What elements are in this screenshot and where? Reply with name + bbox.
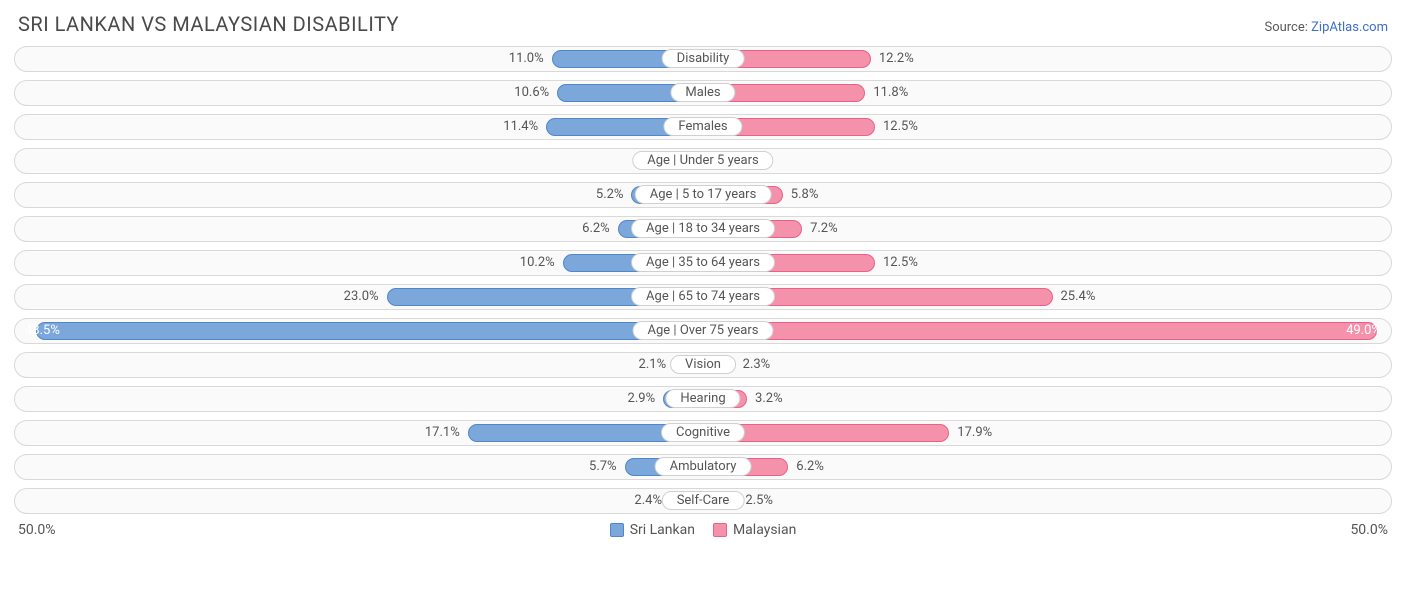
chart-row: 5.7% 6.2% Ambulatory xyxy=(14,454,1392,480)
chart-source: Source: ZipAtlas.com xyxy=(1264,20,1388,35)
category-label: Hearing xyxy=(665,389,740,408)
source-label: Source: xyxy=(1264,20,1311,35)
axis-right-max: 50.0% xyxy=(1350,522,1388,538)
value-label-right: 2.3% xyxy=(743,357,771,372)
value-label-left: 11.0% xyxy=(509,51,544,66)
chart-row: 2.1% 2.3% Vision xyxy=(14,352,1392,378)
chart-row: 17.1% 17.9% Cognitive xyxy=(14,420,1392,446)
diverging-bar-chart: 11.0% 12.2% Disability 10.6% 11.8% Males 11.4%… xyxy=(14,46,1392,514)
chart-row: 2.4% 2.5%Self-Care xyxy=(14,488,1392,514)
value-label-left: 2.9% xyxy=(628,391,656,406)
category-label: Ambulatory xyxy=(655,457,752,476)
value-label-right: 12.5% xyxy=(883,255,918,270)
category-label: Females xyxy=(663,117,742,136)
bar-right xyxy=(703,322,1377,340)
value-label-right: 25.4% xyxy=(1061,289,1096,304)
value-label-left: 6.2% xyxy=(582,221,610,236)
chart-row: 5.2% 5.8% Age | 5 to 17 years xyxy=(14,182,1392,208)
chart-row: 1.1%1.3%Age | Under 5 years xyxy=(14,148,1392,174)
chart-row: 11.0% 12.2% Disability xyxy=(14,46,1392,72)
chart-row: 6.2% 7.2% Age | 18 to 34 years xyxy=(14,216,1392,242)
value-label-right: 7.2% xyxy=(810,221,838,236)
value-label-right: 2.5% xyxy=(745,493,773,508)
category-label: Age | Under 5 years xyxy=(632,151,773,170)
legend-label-right: Malaysian xyxy=(733,522,796,538)
value-label-left: 48.5% xyxy=(25,323,60,338)
category-label: Age | 18 to 34 years xyxy=(631,219,775,238)
value-label-left: 17.1% xyxy=(425,425,460,440)
axis-left-max: 50.0% xyxy=(18,522,56,538)
value-label-left: 10.2% xyxy=(520,255,555,270)
chart-row: 10.2% 12.5% Age | 35 to 64 years xyxy=(14,250,1392,276)
legend-swatch-left xyxy=(610,523,624,537)
value-label-left: 10.6% xyxy=(514,85,549,100)
bar-left xyxy=(36,322,703,340)
legend-label-left: Sri Lankan xyxy=(630,522,695,538)
legend-swatch-right xyxy=(713,523,727,537)
value-label-right: 3.2% xyxy=(755,391,783,406)
value-label-right: 5.8% xyxy=(791,187,819,202)
chart-row: 10.6% 11.8% Males xyxy=(14,80,1392,106)
value-label-left: 11.4% xyxy=(503,119,538,134)
category-label: Disability xyxy=(662,49,745,68)
category-label: Vision xyxy=(670,355,736,374)
value-label-right: 11.8% xyxy=(873,85,908,100)
category-label: Age | 35 to 64 years xyxy=(631,253,775,272)
category-label: Cognitive xyxy=(661,423,745,442)
value-label-left: 2.1% xyxy=(639,357,667,372)
category-label: Self-Care xyxy=(662,491,745,510)
category-label: Males xyxy=(670,83,735,102)
value-label-right: 49.0% xyxy=(1346,323,1381,338)
value-label-right: 12.2% xyxy=(879,51,914,66)
chart-row: 11.4% 12.5% Females xyxy=(14,114,1392,140)
value-label-left: 5.7% xyxy=(589,459,617,474)
chart-row: 48.5% 49.0% Age | Over 75 years xyxy=(14,318,1392,344)
chart-footer: 50.0% Sri Lankan Malaysian 50.0% xyxy=(14,522,1392,538)
chart-row: 2.9% 3.2% Hearing xyxy=(14,386,1392,412)
legend-item-left: Sri Lankan xyxy=(610,522,695,538)
category-label: Age | 65 to 74 years xyxy=(631,287,775,306)
value-label-left: 23.0% xyxy=(344,289,379,304)
source-link[interactable]: ZipAtlas.com xyxy=(1311,20,1388,35)
chart-row: 23.0% 25.4% Age | 65 to 74 years xyxy=(14,284,1392,310)
chart-title: SRI LANKAN VS MALAYSIAN DISABILITY xyxy=(18,12,399,36)
value-label-left: 5.2% xyxy=(596,187,624,202)
legend: Sri Lankan Malaysian xyxy=(610,522,797,538)
category-label: Age | Over 75 years xyxy=(633,321,774,340)
category-label: Age | 5 to 17 years xyxy=(635,185,772,204)
value-label-right: 17.9% xyxy=(957,425,992,440)
value-label-right: 12.5% xyxy=(883,119,918,134)
value-label-left: 2.4% xyxy=(634,493,662,508)
chart-header: SRI LANKAN VS MALAYSIAN DISABILITY Sourc… xyxy=(14,12,1392,36)
value-label-right: 6.2% xyxy=(796,459,824,474)
legend-item-right: Malaysian xyxy=(713,522,796,538)
